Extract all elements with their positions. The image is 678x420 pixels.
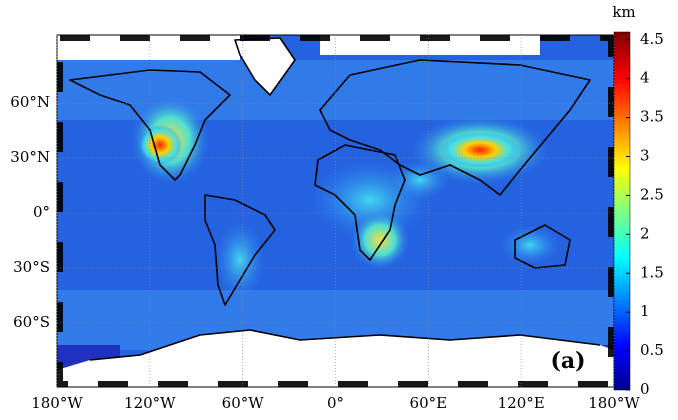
colorbar-tick-label: 4.5 xyxy=(640,30,664,48)
colorbar-tick-label: 0 xyxy=(640,380,650,398)
colorbar xyxy=(613,31,631,391)
lon-tick-label: 60°W xyxy=(222,394,265,412)
lon-tick-label: 120°W xyxy=(124,394,176,412)
lon-tick-label: 0° xyxy=(327,394,344,412)
lat-tick-label: 30°N xyxy=(10,148,50,166)
colorbar-tick-label: 1.5 xyxy=(640,263,664,281)
colorbar-tick-label: 4 xyxy=(640,69,650,87)
panel-label: (a) xyxy=(550,348,585,374)
lon-tick-label: 180°W xyxy=(588,394,640,412)
colorbar-tick-label: 2 xyxy=(640,224,650,242)
lon-tick-label: 60°E xyxy=(410,394,448,412)
lon-tick-label: 180°W xyxy=(31,394,83,412)
colorbar-tick-label: 3 xyxy=(640,147,650,165)
lat-tick-label: 60°N xyxy=(10,93,50,111)
lat-tick-label: 60°S xyxy=(13,313,50,331)
colorbar-tick-label: 2.5 xyxy=(640,185,664,203)
lat-tick-label: 30°S xyxy=(13,258,50,276)
map-field xyxy=(57,35,614,387)
lon-tick-label: 120°E xyxy=(498,394,545,412)
lat-tick-label: 0° xyxy=(33,203,50,221)
colorbar-tick-label: 1 xyxy=(640,302,650,320)
colorbar-tick-label: 0.5 xyxy=(640,341,664,359)
colorbar-tick-label: 3.5 xyxy=(640,108,664,126)
colorbar-unit: km xyxy=(612,3,635,21)
